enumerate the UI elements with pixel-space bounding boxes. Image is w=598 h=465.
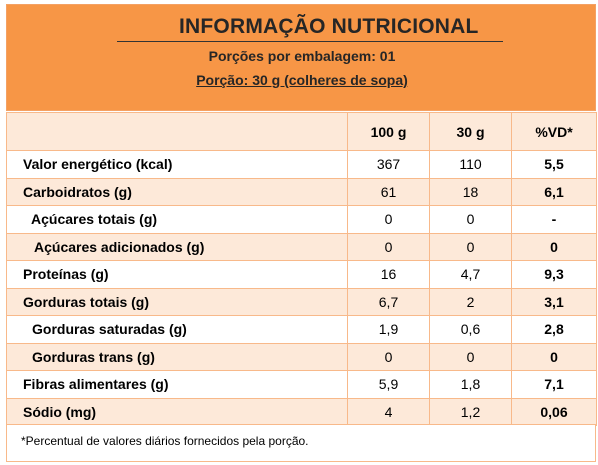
- table-row: Açúcares adicionados (g) 0 0 0: [6, 232, 597, 261]
- servings-per-package: Porções por embalagem: 01: [208, 48, 396, 64]
- value-100g: 6,7: [347, 287, 430, 316]
- value-100g: 5,9: [347, 370, 430, 399]
- value-30g: 1,8: [429, 370, 512, 399]
- value-vd: 0: [511, 232, 597, 261]
- value-100g: 0: [347, 232, 430, 261]
- table-row: Gorduras totais (g) 6,7 2 3,1: [6, 287, 597, 316]
- value-vd: 0: [511, 342, 597, 371]
- table-header-row: 100 g 30 g %VD*: [6, 112, 597, 151]
- value-100g: 0: [347, 342, 430, 371]
- value-30g: 0: [429, 205, 512, 234]
- nutrient-name: Valor energético (kcal): [6, 150, 348, 179]
- table-row: Sódio (mg) 4 1,2 0,06: [6, 397, 597, 426]
- nutrient-name: Gorduras saturadas (g): [6, 315, 348, 344]
- nutrient-name: Carboidratos (g): [6, 177, 348, 206]
- value-30g: 0,6: [429, 315, 512, 344]
- column-header-30g: 30 g: [429, 112, 512, 151]
- footnote: *Percentual de valores diários fornecido…: [21, 434, 309, 448]
- nutrient-name: Açúcares totais (g): [6, 205, 348, 234]
- value-vd: 6,1: [511, 177, 597, 206]
- nutrient-name: Proteínas (g): [6, 260, 348, 289]
- value-30g: 1,2: [429, 397, 512, 426]
- value-vd: 9,3: [511, 260, 597, 289]
- nutrient-name: Sódio (mg): [6, 397, 348, 426]
- nutrition-table: 100 g 30 g %VD* Valor energético (kcal) …: [6, 112, 597, 426]
- value-100g: 0: [347, 205, 430, 234]
- value-vd: -: [511, 205, 597, 234]
- title-underline: [117, 41, 503, 42]
- nutrient-name: Gorduras totais (g): [6, 287, 348, 316]
- table-row: Carboidratos (g) 61 18 6,1: [6, 177, 597, 206]
- value-100g: 61: [347, 177, 430, 206]
- value-vd: 3,1: [511, 287, 597, 316]
- value-vd: 0,06: [511, 397, 597, 426]
- value-30g: 110: [429, 150, 512, 179]
- label-header: INFORMAÇÃO NUTRICIONAL Porções por embal…: [6, 4, 596, 111]
- value-30g: 0: [429, 232, 512, 261]
- table-row: Gorduras saturadas (g) 1,9 0,6 2,8: [6, 315, 597, 344]
- column-header-100g: 100 g: [347, 112, 430, 151]
- table-row: Valor energético (kcal) 367 110 5,5: [6, 150, 597, 179]
- label-footer: *Percentual de valores diários fornecido…: [6, 424, 596, 462]
- value-vd: 2,8: [511, 315, 597, 344]
- table-row: Proteínas (g) 16 4,7 9,3: [6, 260, 597, 289]
- value-30g: 0: [429, 342, 512, 371]
- value-100g: 16: [347, 260, 430, 289]
- table-row: Gorduras trans (g) 0 0 0: [6, 342, 597, 371]
- value-30g: 18: [429, 177, 512, 206]
- label-title: INFORMAÇÃO NUTRICIONAL: [179, 15, 479, 38]
- table-row: Fibras alimentares (g) 5,9 1,8 7,1: [6, 370, 597, 399]
- table-row: Açúcares totais (g) 0 0 -: [6, 205, 597, 234]
- column-header-vd: %VD*: [511, 112, 597, 151]
- value-100g: 1,9: [347, 315, 430, 344]
- value-30g: 2: [429, 287, 512, 316]
- value-30g: 4,7: [429, 260, 512, 289]
- serving-size: Porção: 30 g (colheres de sopa): [196, 72, 408, 88]
- value-100g: 4: [347, 397, 430, 426]
- column-header-nutrient: [6, 112, 348, 151]
- value-100g: 367: [347, 150, 430, 179]
- value-vd: 5,5: [511, 150, 597, 179]
- nutrient-name: Gorduras trans (g): [6, 342, 348, 371]
- nutrient-name: Açúcares adicionados (g): [6, 232, 348, 261]
- value-vd: 7,1: [511, 370, 597, 399]
- nutrient-name: Fibras alimentares (g): [6, 370, 348, 399]
